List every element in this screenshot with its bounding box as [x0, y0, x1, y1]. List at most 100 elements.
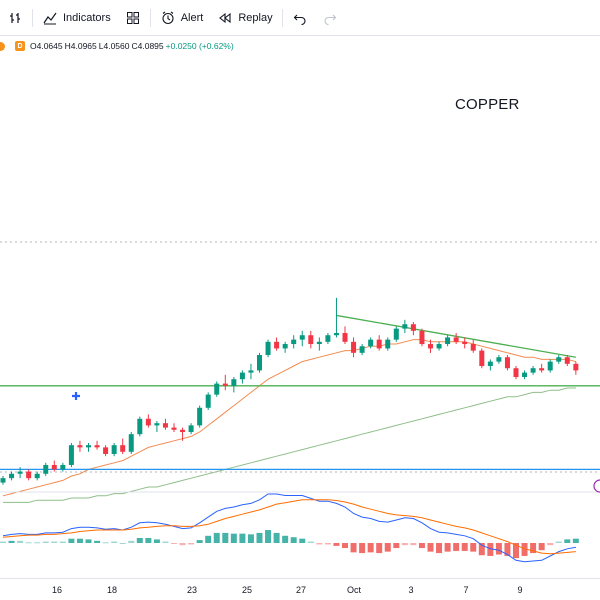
candle-down [462, 341, 468, 345]
macd-histogram-bar [393, 543, 400, 549]
candle-up [197, 407, 203, 426]
macd-histogram-bar [213, 532, 220, 543]
candle-up [522, 372, 528, 378]
macd-line [2, 493, 576, 563]
macd-histogram-bar [196, 540, 203, 543]
candle-up [402, 324, 408, 329]
slow-moving-average-line [3, 387, 576, 503]
time-axis-label: Oct [346, 585, 362, 595]
candle-down [479, 350, 485, 367]
layouts-button[interactable] [118, 0, 148, 36]
time-axis-label: 3 [408, 585, 414, 595]
macd-histogram-bar [359, 543, 366, 554]
candle-up [0, 478, 6, 483]
candle-down [145, 418, 151, 426]
macd-histogram-bar [188, 543, 195, 545]
candle-up [530, 368, 536, 373]
macd-histogram-bar [179, 543, 186, 546]
candle-down [274, 341, 280, 349]
candle-up [9, 473, 15, 479]
macd-histogram-bar [564, 539, 571, 543]
chart-annotation-copper: COPPER [455, 96, 520, 113]
candle-up [86, 445, 91, 448]
macd-histogram-bar [239, 533, 246, 543]
candle-up [34, 473, 40, 479]
ohlc-legend: D O4.0645 H4.0965 L4.0560 C4.0895 +0.025… [0, 39, 234, 53]
toolbar-divider [149, 8, 151, 27]
macd-histogram-bar [521, 543, 528, 556]
macd-histogram-bar [538, 543, 545, 551]
macd-histogram-bar [68, 538, 75, 543]
candle-down [51, 464, 57, 470]
undo-icon [292, 10, 308, 26]
macd-histogram-bar [342, 543, 348, 549]
candle-up [17, 471, 23, 474]
macd-histogram-bar [376, 543, 383, 554]
time-axis-label: 18 [106, 585, 118, 595]
candle-down [410, 324, 416, 331]
candle-down [94, 445, 100, 448]
time-axis-label: 7 [463, 585, 469, 595]
fast-moving-average-line [2, 339, 577, 497]
candle-up [265, 341, 271, 356]
toolbar-divider [32, 8, 33, 27]
symbol-badge [0, 41, 5, 51]
macd-histogram-bar [470, 543, 477, 552]
time-axis-label: 23 [186, 585, 198, 595]
candle-up [43, 464, 49, 474]
candle-up [205, 394, 211, 408]
signal-line [2, 499, 576, 555]
macd-histogram-bar [444, 543, 451, 552]
candle-up [257, 355, 262, 371]
candle-up [333, 333, 339, 336]
candle-up [547, 361, 553, 371]
alert-icon [160, 10, 176, 26]
macd-histogram-bar [145, 537, 152, 543]
macd-histogram-bar [572, 538, 579, 543]
macd-histogram-bar [256, 532, 263, 543]
candle-down [470, 344, 476, 351]
macd-histogram-bar [162, 541, 169, 543]
time-axis[interactable]: 16 18 23 25 27 Oct 3 7 9 [0, 578, 600, 600]
redo-icon [322, 10, 338, 26]
undo-button[interactable] [285, 0, 315, 36]
macd-histogram-bar [299, 538, 306, 543]
macd-histogram-bar [85, 539, 92, 543]
time-axis-label: 16 [51, 585, 63, 595]
price-chart[interactable] [0, 37, 600, 578]
candle-up [282, 344, 288, 349]
macd-histogram-bar [34, 542, 41, 544]
candle-down [180, 429, 186, 432]
candle-up [359, 346, 365, 353]
macd-histogram-bar [307, 541, 314, 543]
macd-histogram-bar [401, 543, 408, 546]
candle-up [445, 337, 451, 345]
bar-style-button[interactable] [0, 0, 30, 36]
candle-up [231, 379, 237, 386]
candle-down [171, 427, 177, 430]
macd-histogram-bar [136, 537, 143, 543]
replay-label: Replay [238, 11, 273, 24]
candle-up [128, 434, 134, 452]
alert-button[interactable]: Alert [153, 0, 211, 36]
candle-down [453, 337, 459, 342]
toolbar-divider [281, 8, 283, 27]
redo-button[interactable] [315, 0, 345, 36]
macd-histogram-bar [530, 543, 537, 554]
macd-histogram-bar [25, 542, 32, 544]
candle-down [376, 339, 382, 349]
time-axis-label: 27 [295, 585, 307, 595]
ohlc-low: L4.0560 [98, 41, 130, 51]
macd-histogram-bar [418, 543, 425, 549]
macd-histogram-bar [265, 530, 272, 543]
indicators-button[interactable]: Indicators [35, 0, 118, 36]
replay-icon [217, 10, 233, 26]
candle-up [368, 339, 374, 347]
macd-histogram-bar [453, 543, 460, 551]
candle-down [419, 330, 425, 345]
macd-histogram-bar [111, 541, 118, 543]
replay-button[interactable]: Replay [210, 0, 279, 36]
candle-up [291, 339, 297, 345]
macd-histogram-bar [282, 535, 289, 543]
candle-up [299, 335, 305, 340]
